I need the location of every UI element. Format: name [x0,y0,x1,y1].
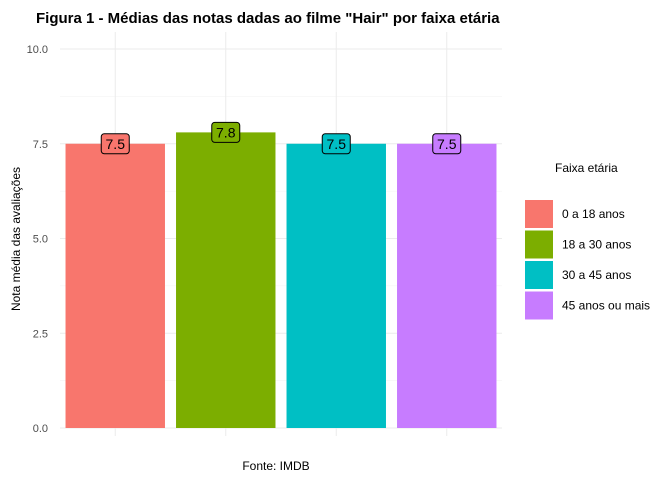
data-label: 7.5 [106,136,126,152]
legend-label: 0 a 18 anos [562,207,625,221]
bar [286,143,386,428]
x-axis-title: Fonte: IMDB [242,459,309,473]
data-label: 7.5 [437,136,457,152]
legend-label: 18 a 30 anos [562,238,631,252]
legend: Faixa etária 0 a 18 anos 18 a 30 anos 30 a… [525,161,650,320]
data-labels: 7.5 7.8 7.5 7.5 [100,121,462,155]
legend-key [525,230,553,259]
bar [176,132,276,428]
legend-key [525,261,553,289]
data-label: 7.5 [327,136,347,152]
y-tick-label: 0.0 [33,423,48,435]
y-tick-label: 5.0 [33,234,48,246]
y-axis-ticks: 0.0 2.5 5.0 7.5 10.0 [27,44,48,435]
data-label-box [321,133,351,155]
legend-label: 45 anos ou mais [562,299,650,313]
data-label-box [100,133,130,155]
y-axis-title: Nota média das avaliações [9,167,23,311]
data-label-box [432,133,462,155]
legend-label: 30 a 45 anos [562,268,631,282]
bars [65,132,497,428]
y-tick-label: 7.5 [33,139,48,151]
legend-key [525,291,553,320]
data-label-box [211,121,241,143]
legend-key [525,200,553,228]
legend-title: Faixa etária [555,161,618,175]
y-tick-label: 2.5 [33,328,48,340]
bar [65,143,165,428]
chart-title: Figura 1 - Médias das notas dadas ao fil… [36,10,500,27]
y-tick-label: 10.0 [27,44,48,56]
data-label: 7.8 [216,124,236,140]
bar [397,143,497,428]
